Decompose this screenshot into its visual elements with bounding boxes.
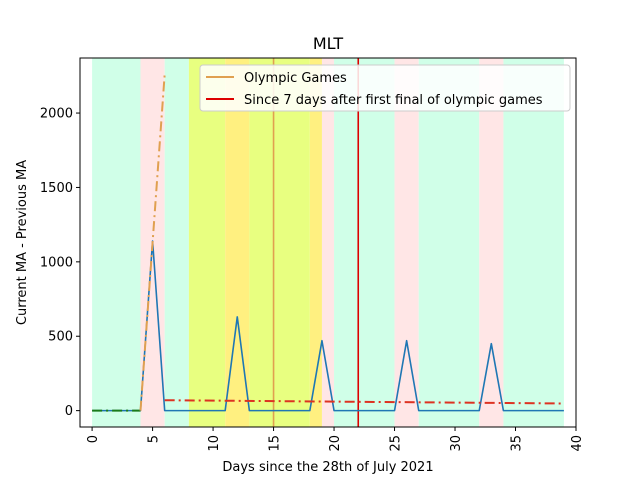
x-tick-label: 10 (207, 435, 222, 452)
y-axis-label: Current MA - Previous MA (15, 160, 30, 325)
y-tick-label: 1500 (40, 181, 73, 196)
background-band-0 (92, 58, 141, 427)
x-tick-label: 30 (449, 435, 464, 452)
series-line-2 (139, 74, 166, 411)
background-band-5 (249, 58, 310, 427)
background-band-6 (309, 58, 322, 427)
legend: Olympic Games Since 7 days after first fi… (199, 64, 571, 112)
legend-label: Since 7 days after first final of olympi… (244, 93, 543, 108)
y-tick-label: 1000 (40, 255, 73, 270)
background-band-12 (503, 58, 564, 427)
x-axis-label: Days since the 28th of July 2021 (222, 460, 433, 475)
x-tick-label: 40 (570, 435, 585, 452)
y-tick-label: 2000 (40, 107, 73, 122)
series-line-0 (92, 240, 564, 412)
background-band-7 (321, 58, 335, 427)
background-band-2 (164, 58, 189, 427)
y-tick-label: 500 (48, 330, 73, 345)
background-band-11 (479, 58, 504, 427)
x-axis-ticks: 0 5 10 15 20 25 30 35 40 (86, 427, 585, 452)
background-band-10 (418, 58, 480, 427)
background-band-9 (394, 58, 419, 427)
series-line-3 (164, 399, 564, 405)
background-band-8 (334, 58, 395, 427)
vertical-lines (272, 58, 360, 427)
y-tick-label: 0 (65, 404, 73, 419)
plot-frame (79, 57, 577, 428)
x-tick-label: 0 (86, 435, 101, 443)
x-tick-label: 20 (328, 435, 343, 452)
background-band-3 (188, 58, 226, 427)
legend-box (199, 64, 571, 112)
chart-title: MLT (313, 34, 344, 53)
x-tick-label: 25 (389, 435, 404, 452)
y-axis-ticks: 0 500 1000 1500 2000 (40, 107, 80, 419)
data-series (92, 74, 564, 412)
legend-label: Olympic Games (244, 71, 347, 86)
x-tick-label: 15 (268, 435, 283, 452)
background-band-4 (225, 58, 250, 427)
x-tick-label: 35 (510, 435, 525, 452)
background-bands (92, 58, 564, 427)
x-tick-label: 5 (147, 435, 162, 443)
